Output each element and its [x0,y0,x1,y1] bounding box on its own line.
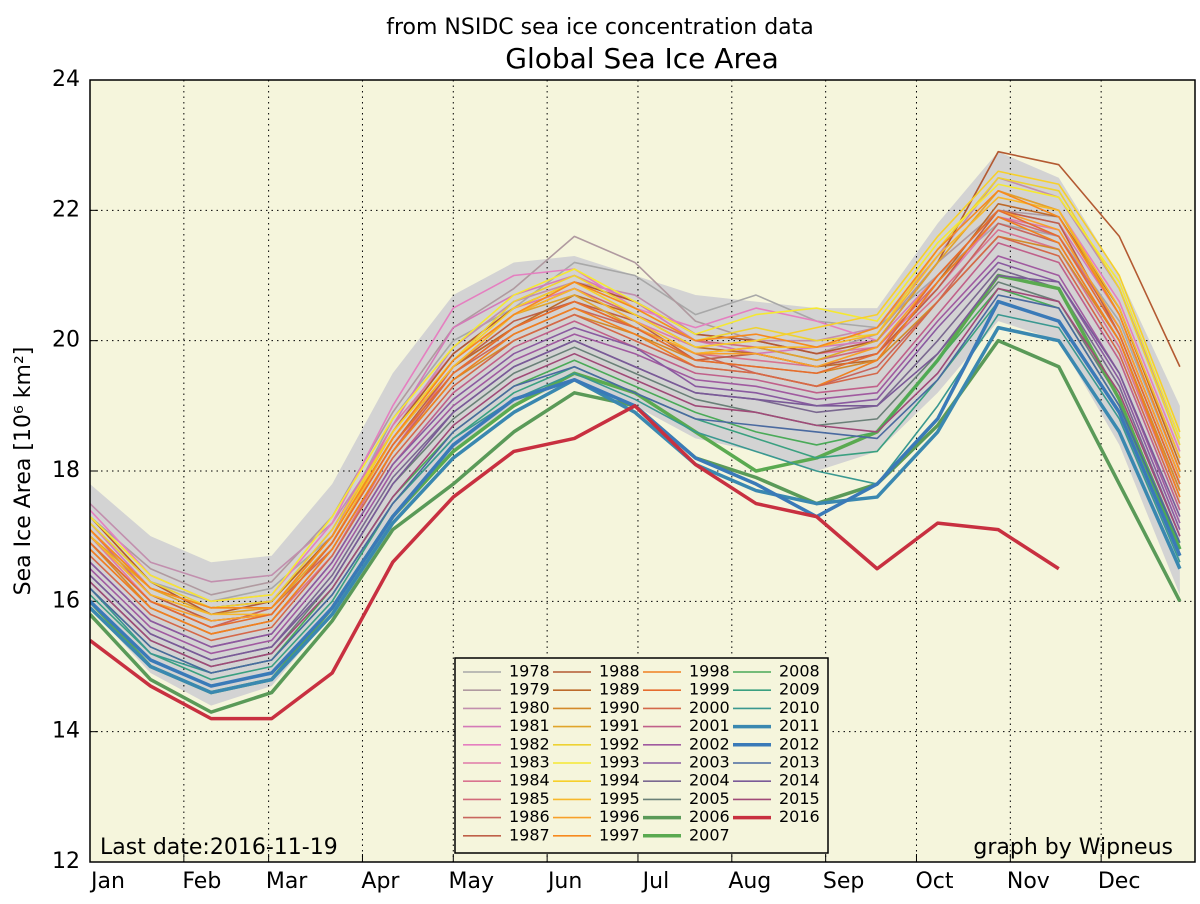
legend-label: 1999 [689,680,730,699]
y-tick-label: 24 [52,67,80,92]
x-tick-label: Oct [915,869,953,894]
legend-label: 2000 [689,698,730,717]
x-tick-label: Aug [728,869,771,894]
legend-label: 1987 [509,825,550,844]
legend-label: 1989 [599,680,640,699]
annotation: Last date:2016-11-19 [100,835,338,860]
legend-label: 1995 [599,789,640,808]
legend-label: 1986 [509,807,550,826]
y-tick-label: 12 [52,849,80,874]
legend-label: 2008 [779,662,820,681]
legend-label: 2005 [689,789,730,808]
legend-label: 1984 [509,771,550,790]
series-line [90,325,1182,695]
annotation: graph by Wipneus [973,835,1173,860]
series-line [90,189,1181,609]
series-line [90,216,1181,635]
legend-label: 2013 [779,753,820,772]
chart-subtitle: from NSIDC sea ice concentration data [386,15,814,40]
legend-label: 2002 [689,734,730,753]
y-tick-label: 14 [52,719,80,744]
legend-label: 1982 [509,734,550,753]
legend-label: 2003 [689,753,730,772]
legend-label: 1991 [599,716,640,735]
legend-label: 1992 [599,734,640,753]
y-axis-label: Sea Ice Area [10⁶ km²] [11,347,36,596]
series-line [90,287,1181,668]
legend-label: 1996 [599,807,640,826]
y-tick-label: 16 [52,588,80,613]
legend-label: 2009 [779,680,820,699]
series-line [90,255,1181,655]
legend-label: 2015 [779,789,820,808]
legend-label: 1993 [599,753,640,772]
legend-label: 2016 [779,807,820,826]
legend-label: 1983 [509,753,550,772]
legend-label: 1980 [509,698,550,717]
x-tick-label: Nov [1007,869,1050,894]
x-tick-label: Dec [1098,869,1141,894]
x-tick-label: Jan [89,869,125,894]
x-tick-label: Feb [182,869,221,894]
legend-label: 2004 [689,771,730,790]
series-line [90,209,1181,629]
legend-label: 1981 [509,716,550,735]
legend-label: 2001 [689,716,730,735]
legend-label: 1990 [599,698,640,717]
x-tick-label: Jul [641,869,670,894]
legend-label: 2007 [689,825,730,844]
y-tick-label: 22 [52,197,80,222]
x-tick-label: May [449,869,494,894]
legend-label: 2010 [779,698,820,717]
plot-frame [89,79,1196,863]
series-line [90,294,1181,674]
x-tick-label: Mar [266,869,308,894]
legend-label: 1994 [599,771,640,790]
legend-label: 2006 [689,807,730,826]
x-tick-label: Jun [546,869,582,894]
chart-title: Global Sea Ice Area [505,42,779,75]
x-tick-label: Sep [823,869,864,894]
series-line [90,183,1181,603]
legend-label: 1998 [689,662,730,681]
legend-label: 1978 [509,662,550,681]
y-tick-label: 20 [52,328,80,353]
legend-label: 2012 [779,734,820,753]
series-line [90,261,1181,648]
legend-label: 1985 [509,789,550,808]
series-line [90,274,1181,661]
legend-label: 1988 [599,662,640,681]
legend-label: 2014 [779,771,820,790]
x-tick-label: Apr [361,869,400,894]
series-line [90,404,1060,721]
legend-label: 1979 [509,680,550,699]
y-tick-label: 18 [52,458,80,483]
legend-label: 2011 [779,716,820,735]
series-line [90,235,1181,642]
legend-label: 1997 [599,825,640,844]
